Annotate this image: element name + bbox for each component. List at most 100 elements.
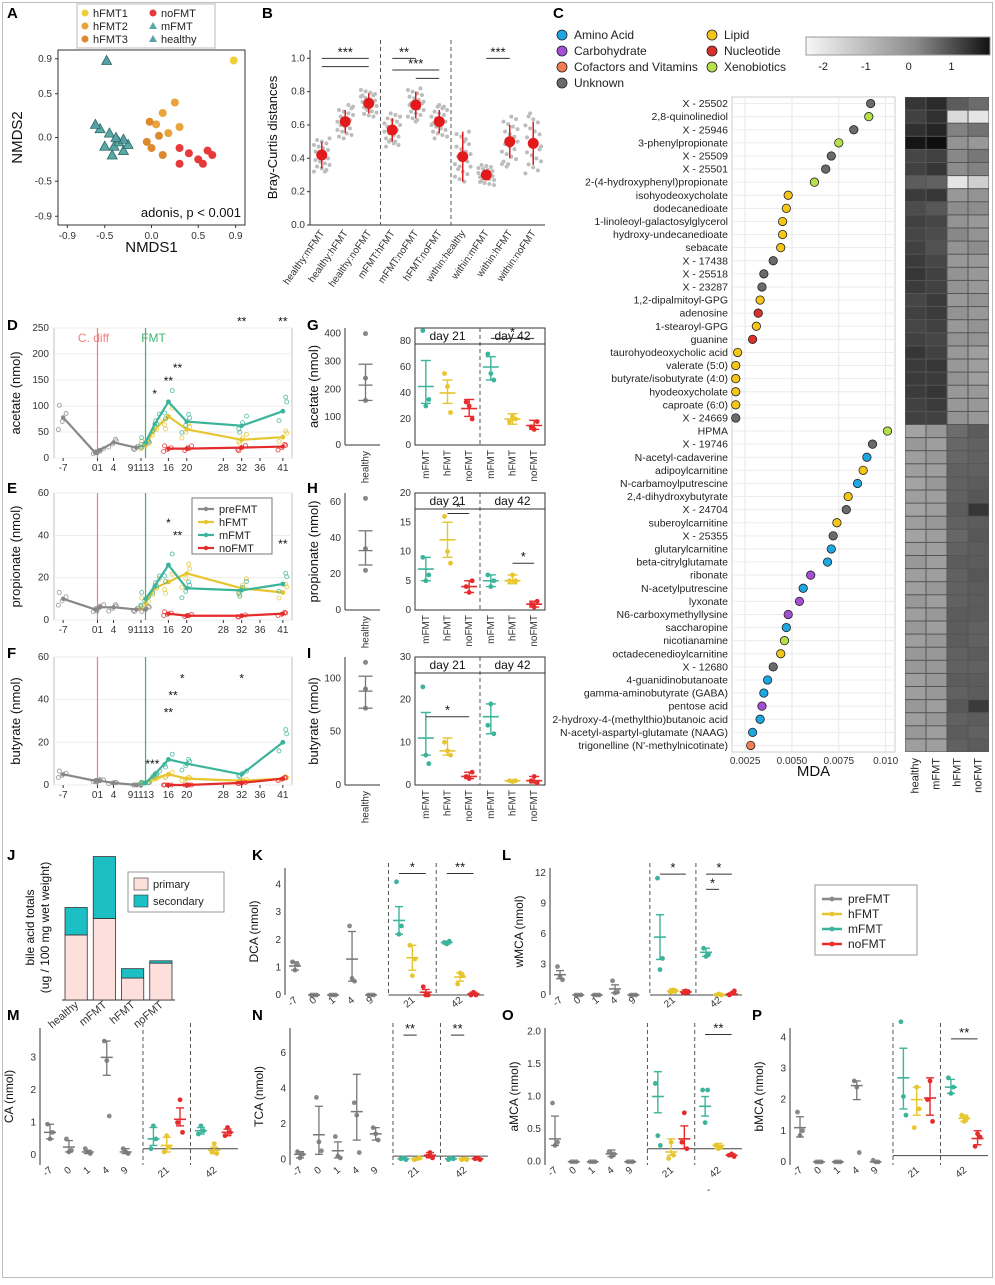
series-line-nofmt <box>168 612 283 617</box>
heatmap-cell <box>968 503 989 516</box>
legend-label: Lipid <box>724 28 749 42</box>
series-point <box>184 419 189 424</box>
heatmap-cell <box>926 477 947 490</box>
heatmap-cell <box>905 97 926 110</box>
distance-point <box>513 117 518 122</box>
heatmap-cell <box>968 280 989 293</box>
heatmap-cell <box>947 451 968 464</box>
x-tick-label: 16 <box>163 625 175 636</box>
metabolite-label: 4-guanidinobutanoate <box>626 674 728 686</box>
heatmap-cell <box>947 464 968 477</box>
distance-point <box>431 129 436 134</box>
replicate-point <box>139 435 145 441</box>
distance-point <box>432 109 437 114</box>
series-point <box>280 776 286 781</box>
pre-point <box>555 964 560 969</box>
y-tick-label: 3 <box>30 1052 36 1063</box>
replicate-point <box>55 775 61 780</box>
distance-point <box>394 119 399 124</box>
legend-label-healthy: healthy <box>161 34 197 46</box>
replicate-point <box>138 602 144 608</box>
heatmap-cell <box>905 556 926 569</box>
heatmap-cell <box>947 333 968 346</box>
colorbar-tick: 0 <box>906 61 912 73</box>
y-tick-label: 0.0 <box>527 1157 541 1168</box>
post-point <box>399 923 404 929</box>
distance-point <box>324 141 329 146</box>
replicate-point <box>244 431 249 437</box>
metabolite-label: 1-stearoyl-GPG <box>655 321 728 333</box>
y-axis-title: acetate (nmol) <box>306 345 321 428</box>
metabolite-label: N-acetyl-cadaverine <box>635 452 729 464</box>
x-tick-label: 21 <box>662 995 678 1011</box>
significance-label: *** <box>145 757 159 771</box>
heatmap-cell <box>968 294 989 307</box>
x-tick-label: 16 <box>163 463 175 474</box>
series-point <box>92 450 98 455</box>
significance-label: ** <box>164 374 174 388</box>
y-tick-label: 2 <box>280 1119 286 1130</box>
heatmap-cell <box>926 595 947 608</box>
heatmap-cell <box>905 280 926 293</box>
distance-point <box>409 109 414 114</box>
heatmap-cell <box>968 215 989 228</box>
heatmap-cell <box>905 254 926 267</box>
bar-primary <box>92 918 116 1001</box>
point-hfmt3 <box>147 144 156 152</box>
post-point <box>706 951 711 957</box>
legend-swatch <box>556 77 568 89</box>
heatmap-cell <box>926 149 947 162</box>
heatmap-cell <box>905 346 926 359</box>
y-tick-label: 2.0 <box>527 1026 541 1037</box>
legend-swatch <box>133 877 149 891</box>
heatmap-cell <box>926 163 947 176</box>
post-point <box>409 973 415 979</box>
series-point <box>239 772 244 777</box>
heatmap-cell <box>947 634 968 647</box>
legend-swatch-dot <box>829 941 835 947</box>
mda-point <box>748 334 758 344</box>
bar-primary <box>121 977 145 1001</box>
legend-swatch <box>149 35 157 42</box>
legend-label-nofmt: noFMT <box>161 8 196 20</box>
distance-point <box>537 147 542 152</box>
replicate-point <box>276 418 282 424</box>
metabolite-label: X - 24669 <box>682 412 728 424</box>
heatmap-cell <box>926 673 947 686</box>
heatmap-cell <box>905 713 926 726</box>
heatmap-cell <box>905 608 926 621</box>
distance-point <box>466 142 471 147</box>
post-point <box>702 1120 708 1125</box>
x-tick-label: 91113 <box>128 790 155 801</box>
heatmap-cell <box>947 241 968 254</box>
y-tick-label: 2 <box>275 935 281 946</box>
pre-point <box>800 1128 805 1134</box>
y-tick-label: 1 <box>30 1118 36 1129</box>
y-tick-label: 40 <box>330 533 342 544</box>
heatmap-cell <box>968 385 989 398</box>
series-point <box>239 423 244 428</box>
series-point <box>92 778 98 783</box>
heatmap-cell <box>926 202 947 215</box>
bar-secondary <box>121 968 145 979</box>
point-mfmt <box>106 149 118 160</box>
point-hfmt3 <box>154 131 163 140</box>
replicate-point <box>169 388 175 394</box>
y-tick-label: 0 <box>43 453 49 464</box>
distance-point <box>492 178 497 182</box>
x-tick-label: 0 <box>567 1165 579 1177</box>
distance-point <box>443 128 448 132</box>
metabolite-label: valerate (5:0) <box>666 360 728 372</box>
distance-point <box>482 181 487 185</box>
post-point <box>705 1087 711 1093</box>
legend-swatch-dot <box>203 545 209 551</box>
heatmap-cell <box>905 542 926 555</box>
series-point <box>239 613 244 618</box>
heatmap-cell <box>905 398 926 411</box>
metabolite-label: nicotianamine <box>663 635 728 647</box>
y-tick-label: 0.0 <box>291 220 305 231</box>
panel-letter-m: M <box>7 1007 20 1024</box>
legend-swatch-dot <box>829 896 835 902</box>
